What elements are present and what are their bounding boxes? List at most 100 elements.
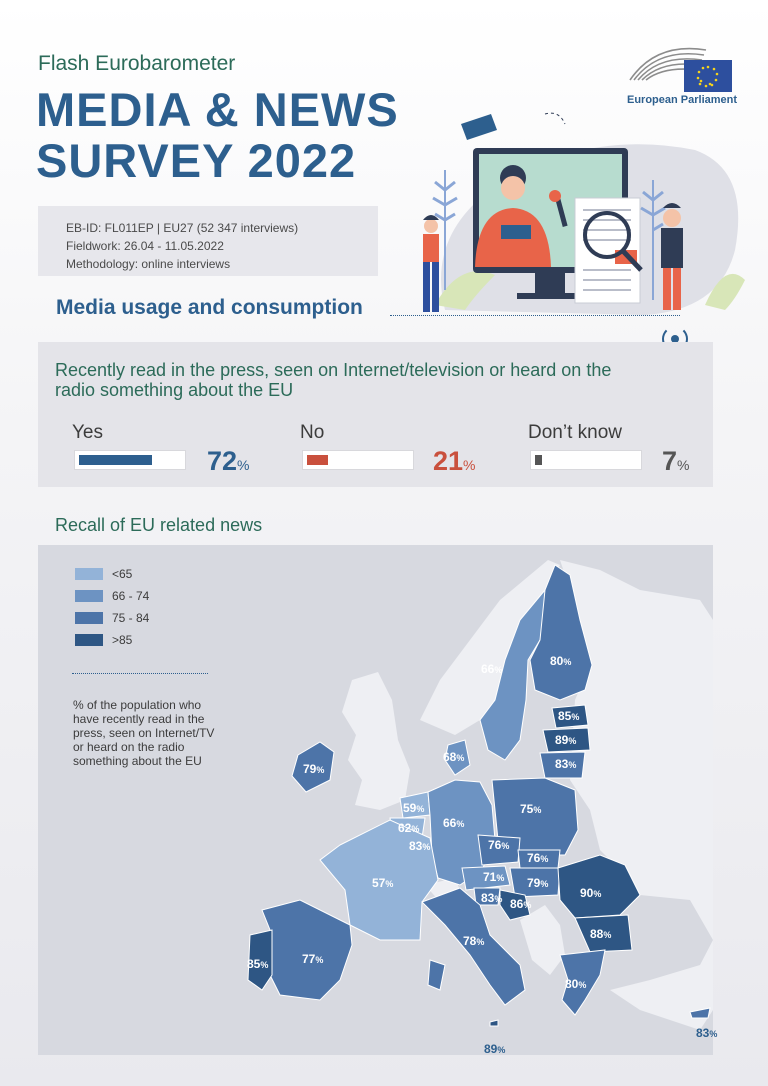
- answer-no-bar: [303, 451, 413, 469]
- value-unit: %: [422, 842, 431, 852]
- map-latvia: [542, 727, 591, 753]
- subtitle: Flash Eurobarometer: [38, 52, 236, 75]
- value-number: 83: [481, 891, 495, 905]
- value-unit: %: [315, 955, 324, 965]
- value-portugal: 85%: [247, 957, 268, 971]
- value-austria: 71%: [483, 870, 504, 884]
- value-number: 68: [443, 750, 457, 764]
- survey-id-line: EB-ID: FL011EP | EU27 (52 347 interviews…: [66, 221, 299, 235]
- map-malta: [489, 1019, 499, 1027]
- value-number: 80: [550, 654, 564, 668]
- legend-label: <65: [112, 567, 133, 581]
- map-greece: [559, 949, 606, 1016]
- map-portugal: [247, 929, 273, 991]
- map-france: [319, 819, 439, 941]
- value-unit: %: [533, 805, 542, 815]
- value-number: 76: [488, 838, 502, 852]
- map-spain: [261, 899, 353, 1001]
- map-slovenia: [473, 887, 501, 906]
- value-greece: 80%: [565, 977, 586, 991]
- value-unit: %: [523, 900, 532, 910]
- value-number: 85: [558, 709, 572, 723]
- map-hungary: [509, 867, 561, 898]
- target-dot-icon: [671, 335, 679, 343]
- map-lithuania: [539, 751, 586, 779]
- value-estonia: 85%: [558, 709, 579, 723]
- value-hungary: 79%: [527, 876, 548, 890]
- european-parliament-logo: [629, 47, 732, 92]
- value-unit: %: [593, 889, 602, 899]
- section-title: Media usage and consumption: [56, 296, 363, 319]
- answer-no-unit: %: [463, 457, 476, 473]
- value-number: 83: [409, 839, 423, 853]
- value-number: 85: [247, 957, 261, 971]
- answer-yes-value: 72%: [207, 446, 250, 477]
- value-unit: %: [494, 665, 503, 675]
- map-finland: [529, 564, 593, 701]
- value-number: 88: [590, 927, 604, 941]
- survey-info-box: [38, 206, 378, 276]
- answer-yes-label: Yes: [72, 422, 103, 443]
- value-spain: 77%: [302, 952, 323, 966]
- value-unit: %: [456, 753, 465, 763]
- legend-label: 75 - 84: [112, 611, 150, 625]
- value-sweden: 66%: [481, 662, 502, 676]
- value-unit: %: [385, 879, 394, 889]
- map-denmark: [444, 739, 471, 776]
- map-italy: [421, 887, 526, 1006]
- page-title: MEDIA & NEWS SURVEY 2022: [36, 84, 399, 186]
- value-italy: 78%: [463, 934, 484, 948]
- value-denmark: 68%: [443, 750, 464, 764]
- value-finland: 80%: [550, 654, 571, 668]
- map-croatia: [499, 889, 531, 921]
- value-luxembourg: 83%: [409, 839, 430, 853]
- legend-swatch: [75, 590, 103, 602]
- fieldwork-line: Fieldwork: 26.04 - 11.05.2022: [66, 239, 224, 253]
- value-belgium: 62%: [398, 821, 419, 835]
- value-number: 62: [398, 821, 412, 835]
- map-estonia: [551, 704, 589, 729]
- answer-dontknow-number: 7: [662, 446, 678, 476]
- value-unit: %: [709, 1029, 718, 1039]
- value-czechia: 76%: [488, 838, 509, 852]
- balkan-land: [520, 905, 565, 975]
- value-unit: %: [540, 854, 549, 864]
- value-number: 57: [372, 876, 386, 890]
- value-unit: %: [316, 765, 325, 775]
- norway-land: [420, 560, 560, 735]
- value-unit: %: [568, 736, 577, 746]
- value-number: 66: [481, 662, 495, 676]
- answer-no-fill: [307, 455, 328, 465]
- answer-yes-bar: [75, 451, 185, 469]
- value-unit: %: [603, 930, 612, 940]
- title-line-2: SURVEY 2022: [36, 134, 357, 187]
- news-illustration: [423, 112, 745, 315]
- value-unit: %: [496, 873, 505, 883]
- value-unit: %: [411, 824, 420, 834]
- map-note: % of the population who have recently re…: [73, 698, 215, 768]
- value-unit: %: [416, 804, 425, 814]
- map-cyprus: [689, 1007, 711, 1019]
- answer-dontknow-value: 7%: [662, 446, 689, 477]
- value-number: 83: [696, 1026, 710, 1040]
- map-romania: [557, 854, 641, 919]
- section-divider: [390, 315, 680, 316]
- answer-no-label: No: [300, 422, 325, 443]
- value-number: 86: [510, 897, 524, 911]
- value-romania: 90%: [580, 886, 601, 900]
- value-unit: %: [494, 894, 503, 904]
- legend-divider: [72, 673, 208, 674]
- answer-dontknow-bar: [531, 451, 641, 469]
- recall-title: Recall of EU related news: [55, 515, 263, 535]
- value-unit: %: [476, 937, 485, 947]
- legend-label: >85: [112, 633, 133, 647]
- value-unit: %: [260, 960, 269, 970]
- value-number: 59: [403, 801, 417, 815]
- answer-dontknow-unit: %: [677, 457, 690, 473]
- value-germany: 66%: [443, 816, 464, 830]
- value-unit: %: [497, 1045, 506, 1055]
- value-number: 79: [303, 762, 317, 776]
- answer-no-value: 21%: [433, 446, 476, 477]
- value-number: 71: [483, 870, 497, 884]
